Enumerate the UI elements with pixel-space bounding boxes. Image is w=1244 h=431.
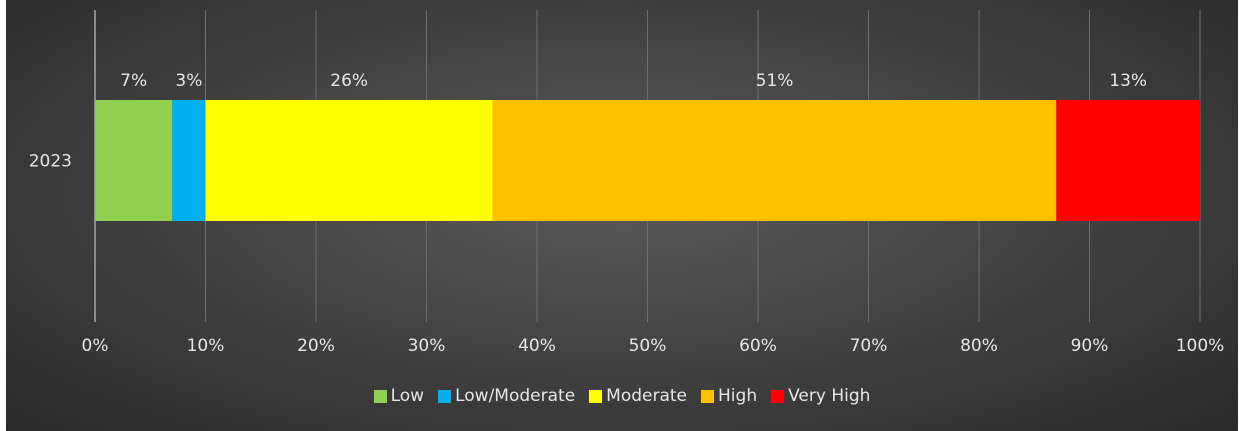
legend-label: Very High <box>788 386 871 406</box>
legend-label: Low <box>390 386 425 406</box>
legend: Low Low/Moderate Moderate High Very High <box>6 383 1238 409</box>
x-tick-label: 80% <box>960 336 998 356</box>
x-tick-label: 50% <box>629 336 667 356</box>
bar-segment-moderate <box>205 100 493 221</box>
legend-label: Low/Moderate <box>455 386 576 406</box>
legend-swatch <box>701 389 715 403</box>
bar-segment-high <box>492 100 1057 221</box>
legend-swatch <box>373 389 387 403</box>
plot-svg: 0% 10% 20% 30% 40% 50% 60% 70% 80% 90% 100% 2023 7% 3… <box>29 10 1225 356</box>
x-tick-label: 60% <box>739 336 777 356</box>
x-tick-label: 10% <box>187 336 225 356</box>
x-tick-label: 40% <box>518 336 556 356</box>
bar-segment-low-moderate <box>172 100 206 221</box>
legend-item-low: Low <box>373 386 425 406</box>
legend-label: Moderate <box>606 386 688 406</box>
x-tick-label: 70% <box>850 336 888 356</box>
legend-item-very-high: Very High <box>771 386 870 406</box>
legend-swatch <box>589 389 603 403</box>
legend-swatch <box>771 389 785 403</box>
chart-area: 0% 10% 20% 30% 40% 50% 60% 70% 80% 90% 100% 2023 7% 3… <box>6 0 1238 431</box>
data-label: 7% <box>120 71 147 91</box>
legend-item-moderate: Moderate <box>589 386 687 406</box>
x-tick-label: 0% <box>82 336 109 356</box>
legend-label: High <box>718 386 758 406</box>
data-label: 13% <box>1109 71 1147 91</box>
x-tick-label: 20% <box>297 336 335 356</box>
category-label: 2023 <box>29 152 72 172</box>
x-tick-label: 90% <box>1071 336 1109 356</box>
legend-item-high: High <box>701 386 757 406</box>
legend-swatch <box>438 389 452 403</box>
bar-segment-low <box>95 100 173 221</box>
bar-segment-very-high <box>1056 100 1200 221</box>
data-label: 51% <box>756 71 794 91</box>
data-label: 26% <box>330 71 368 91</box>
x-tick-label: 100% <box>1176 336 1225 356</box>
data-label: 3% <box>175 71 202 91</box>
legend-item-low-moderate: Low/Moderate <box>438 386 575 406</box>
x-tick-label: 30% <box>408 336 446 356</box>
